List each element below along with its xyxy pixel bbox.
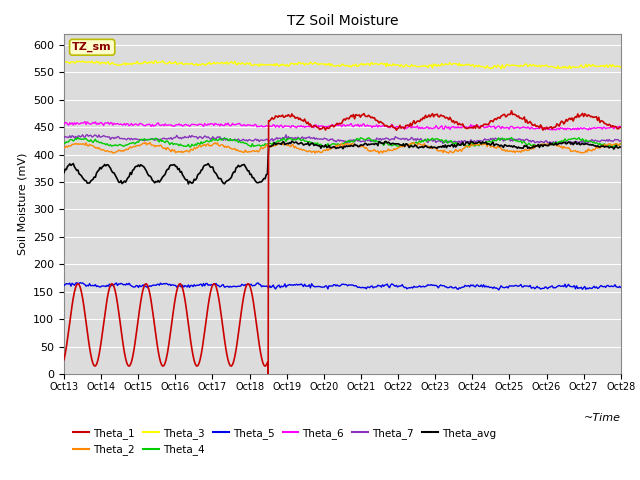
Text: ~Time: ~Time <box>584 413 621 423</box>
Text: TZ_sm: TZ_sm <box>72 42 112 52</box>
Y-axis label: Soil Moisture (mV): Soil Moisture (mV) <box>17 153 28 255</box>
Legend: Theta_1, Theta_2, Theta_3, Theta_4, Theta_5, Theta_6, Theta_7, Theta_avg: Theta_1, Theta_2, Theta_3, Theta_4, Thet… <box>69 424 500 459</box>
Title: TZ Soil Moisture: TZ Soil Moisture <box>287 14 398 28</box>
